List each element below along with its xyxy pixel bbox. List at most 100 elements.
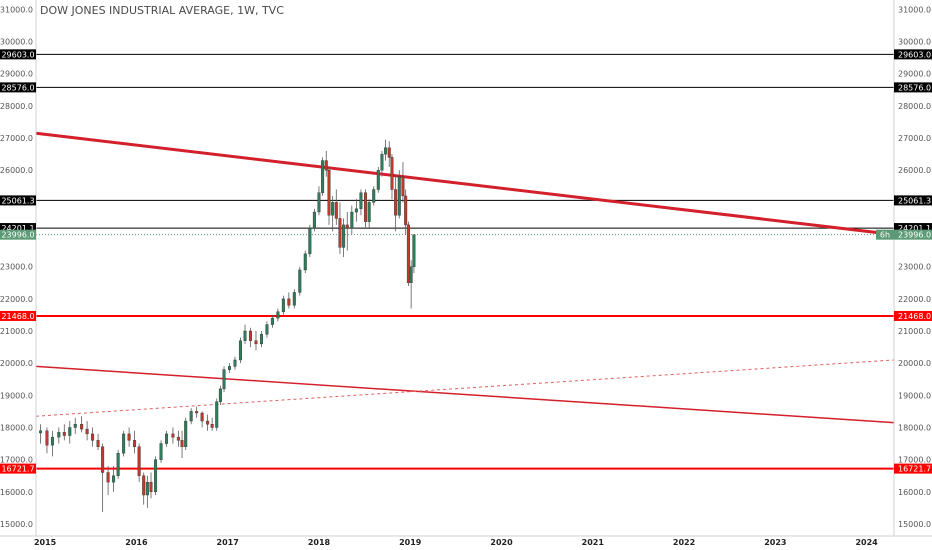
time-axis[interactable]: 2015 2016 2017 2018 2019 2020 2021 2022 2023 2024 [0, 535, 932, 547]
candle-body [57, 432, 61, 438]
x-tick-label: 2017 [217, 538, 239, 547]
x-tick-label: 2023 [764, 538, 786, 547]
candle-body [317, 192, 321, 213]
candle-body [312, 211, 316, 229]
candle-body [372, 189, 376, 203]
candle-body [321, 160, 325, 193]
candle-body [265, 324, 269, 335]
level-tag-left [0, 463, 36, 474]
candle-body [228, 366, 232, 370]
y-tick-label-left: 23000.0 [0, 263, 33, 272]
y-tick-label-left: 16000.0 [0, 488, 33, 497]
candle-body [397, 176, 401, 216]
y-tick-label-left: 20000.0 [0, 359, 33, 368]
candle-body [165, 433, 169, 444]
candles [39, 139, 416, 513]
candle-body [276, 311, 280, 319]
x-tick-label: 2016 [125, 538, 148, 547]
y-tick-label-right: 16000.0 [898, 488, 931, 497]
candle-body [390, 157, 394, 190]
candle-body [387, 147, 391, 158]
candle-body [354, 208, 358, 213]
candle-body [345, 224, 349, 229]
candle-body [106, 472, 110, 483]
y-tick-label-left: 17000.0 [0, 456, 33, 465]
candle-body [327, 170, 331, 216]
y-tick-label-right: 20000.0 [898, 359, 931, 368]
y-tick-label-right: 29000.0 [898, 70, 931, 79]
candle-body [222, 369, 226, 390]
candle-body [159, 443, 163, 460]
level-tag-right-text: 16721.7 [898, 465, 931, 474]
y-tick-label-left: 29000.0 [0, 70, 33, 79]
y-tick-label-right: 30000.0 [898, 38, 931, 47]
y-tick-label-right: 27000.0 [898, 134, 931, 143]
candle-body [96, 440, 100, 447]
candle-body [404, 195, 408, 226]
candle-body [233, 359, 237, 367]
level-tag-left-text: 16721.7 [1, 465, 34, 474]
candle-body [364, 192, 368, 222]
candle-body [412, 234, 416, 267]
candle-body [127, 433, 131, 441]
candle-body [50, 436, 54, 446]
candle-body [281, 298, 285, 312]
candle-body [338, 218, 342, 248]
level-tag-right-text: 25061.3 [898, 196, 931, 205]
y-tick-label-right: 28000.0 [898, 102, 931, 111]
level-tag-left-text: 21468.0 [1, 312, 34, 321]
y-tick-label-right: 31000.0 [898, 5, 931, 14]
y-tick-label-left: 26000.0 [0, 166, 33, 175]
level-tag-left [0, 49, 36, 60]
candle-body [308, 227, 312, 255]
candle-body [384, 147, 388, 155]
level-tag-right [894, 82, 932, 93]
level-tag-right-text: 24201.1 [898, 224, 931, 233]
candle-body [39, 430, 43, 434]
candle-body [376, 170, 380, 190]
level-tag-right [894, 223, 932, 234]
y-tick-label-right: 18000.0 [898, 423, 931, 432]
level-tag-left [0, 223, 36, 234]
level-tag-right-text: 29603.0 [898, 50, 931, 59]
y-tick-label-right: 22000.0 [898, 295, 931, 304]
y-tick-label-right: 19000.0 [898, 391, 931, 400]
candle-body [189, 411, 193, 422]
horizontal-levels [36, 53, 894, 470]
candle-body [91, 433, 95, 441]
x-tick-label: 2020 [490, 538, 513, 547]
candle-body [292, 292, 296, 306]
candle-body [259, 334, 263, 345]
candle-body [101, 446, 105, 473]
candle-body [331, 202, 335, 216]
y-tick-label-left: 31000.0 [0, 5, 33, 14]
x-tick-label: 2024 [855, 538, 878, 547]
candle-body [142, 475, 146, 496]
x-tick-label: 2021 [582, 538, 605, 547]
candle-body [137, 446, 141, 476]
candle-body [200, 412, 204, 422]
candle-body [149, 481, 153, 493]
y-tick-label-right: 21000.0 [898, 327, 931, 336]
level-tag-right [894, 49, 932, 60]
candle-body [298, 269, 302, 293]
candle-body [303, 253, 307, 271]
candle-body [270, 317, 274, 325]
candle-body [248, 330, 252, 341]
candle-body [394, 189, 398, 216]
candle-body [350, 211, 354, 229]
level-tag-right [894, 310, 932, 321]
y-tick-label-right: 26000.0 [898, 166, 931, 175]
trendline-solid [35, 365, 895, 424]
x-tick-label: 2022 [673, 538, 695, 547]
last-price-tag-right [876, 229, 932, 240]
level-tag-right [894, 463, 932, 474]
candle-body [406, 224, 410, 283]
candle-body [133, 440, 137, 447]
level-tag-right-text: 28576.0 [898, 83, 931, 92]
level-tag-right-text: 21468.0 [898, 312, 931, 321]
candle-body [409, 266, 413, 283]
last-price-tag-left [0, 229, 36, 240]
candle-body [254, 340, 258, 345]
